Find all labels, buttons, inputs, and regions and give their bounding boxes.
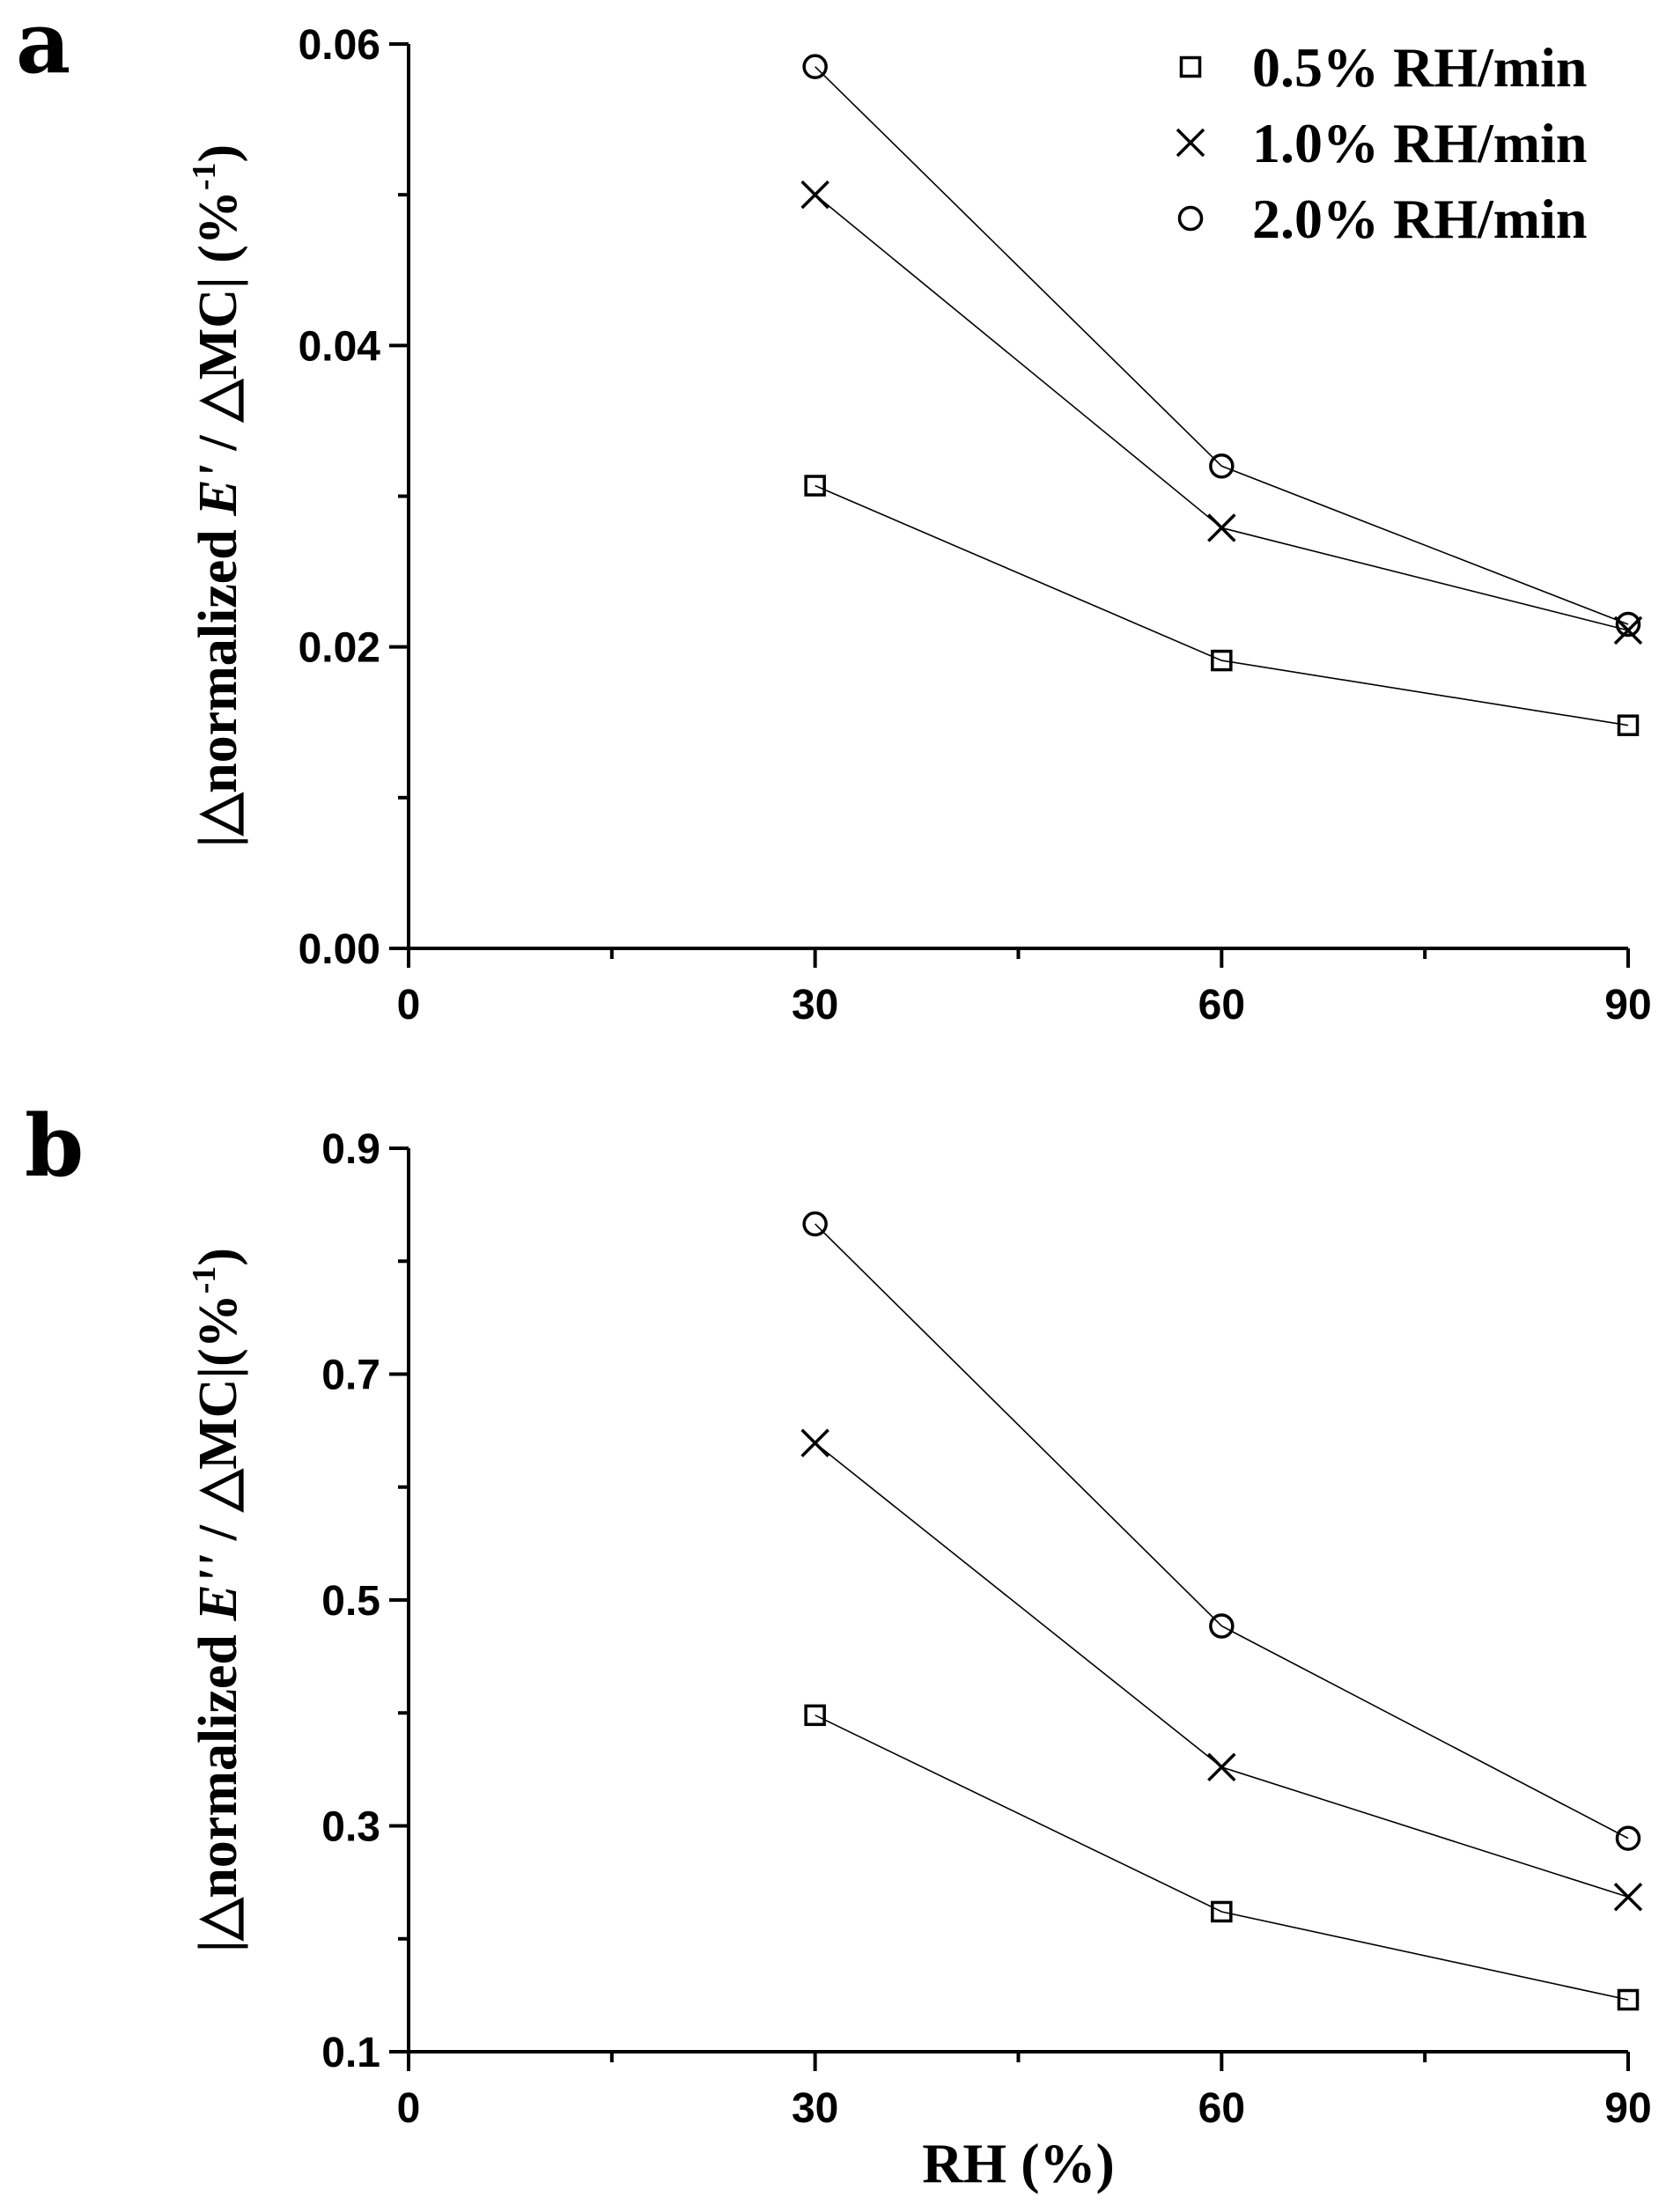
x-tick-label: 30 (792, 2085, 838, 2132)
panel-letter: b (25, 1096, 84, 1196)
series-square (804, 475, 1640, 736)
x-tick-label: 0 (397, 982, 421, 1029)
series-line (815, 66, 1629, 625)
data-point-square (804, 1704, 826, 1727)
series-line (815, 484, 1629, 726)
data-point-circle (802, 1211, 828, 1237)
y-axis-title-text: / △MC|(% (188, 1294, 248, 1554)
y-tick-label: 0.9 (321, 1126, 380, 1173)
data-point-cross (1207, 1752, 1236, 1782)
legend-label: 0.5% RH/min (1252, 36, 1587, 99)
legend-marker-circle (1177, 205, 1204, 232)
y-tick-label: 0.02 (299, 625, 380, 672)
data-point-square (804, 475, 826, 497)
y-tick-label: 0.1 (321, 2030, 380, 2076)
y-axis-title-italic: E' (188, 464, 248, 517)
data-point-circle (1615, 1825, 1641, 1851)
y-tick-label: 0.06 (299, 22, 380, 69)
y-tick-label: 0.04 (299, 323, 381, 370)
panel-letter: a (16, 0, 70, 92)
series-cross (800, 180, 1643, 645)
chart-panel-a: a 0.00 0.02 0.04 0.06 0 30 60 90 |△normalized E' … (16, 0, 1652, 1029)
legend-marker-cross (1176, 128, 1205, 158)
series-cross (800, 1428, 1643, 1912)
x-tick-label: 90 (1604, 2085, 1651, 2132)
data-point-square (1211, 1900, 1233, 1923)
y-axis-title: |△normalized E' / △MC| (%-1) (186, 144, 248, 847)
data-point-square (1211, 649, 1233, 672)
data-point-circle (1209, 1613, 1235, 1639)
legend-label: 2.0% RH/min (1252, 188, 1587, 250)
data-point-cross (1207, 513, 1236, 542)
y-axis-title-text: |△normalized (188, 516, 248, 847)
data-point-cross (800, 1428, 829, 1457)
y-axis-title-sup: -1 (186, 162, 223, 190)
y-axis-title: |△normalized E'' / △MC|(%-1) (186, 1248, 248, 1952)
legend: 0.5% RH/min 1.0% RH/min 2.0% RH/min (1176, 36, 1587, 250)
x-tick-label: 60 (1198, 982, 1245, 1029)
y-tick-label: 0.5 (321, 1578, 380, 1625)
y-axis-title-italic: E'' (188, 1554, 248, 1622)
data-point-cross (1613, 1883, 1643, 1912)
y-tick-label: 0.3 (321, 1804, 380, 1851)
legend-marker-square (1179, 55, 1202, 78)
y-axis-title-text: ) (188, 144, 248, 163)
data-point-square (1617, 1988, 1640, 2011)
y-axis-title-text: ) (188, 1248, 248, 1266)
series-line (815, 1223, 1629, 1840)
x-tick-label: 60 (1198, 2085, 1245, 2132)
y-axis-title-text: / △MC| (% (188, 190, 248, 464)
y-tick-label: 0.00 (299, 926, 380, 973)
data-point-circle (1209, 453, 1235, 479)
data-point-square (1617, 714, 1640, 736)
data-point-circle (802, 54, 828, 79)
series-circle (802, 54, 1641, 638)
series-line (815, 1714, 1629, 2001)
y-tick-label: 0.7 (321, 1353, 380, 1399)
y-axis-title-text: |△normalized (188, 1621, 248, 1952)
legend-label: 1.0% RH/min (1252, 112, 1587, 174)
y-axis-title-sup: -1 (186, 1266, 223, 1294)
x-axis-title: RH (%) (922, 2132, 1115, 2194)
x-tick-label: 90 (1604, 982, 1651, 1029)
x-tick-label: 0 (397, 2085, 421, 2132)
chart-panel-b: b 0.1 0.3 0.5 0.7 0.9 0 30 60 90 |△normalized E'' … (25, 1096, 1652, 2194)
data-point-cross (800, 180, 829, 210)
data-point-circle (1615, 611, 1641, 638)
series-square (804, 1704, 1640, 2011)
x-tick-label: 30 (792, 982, 838, 1029)
series-circle (802, 1211, 1641, 1851)
